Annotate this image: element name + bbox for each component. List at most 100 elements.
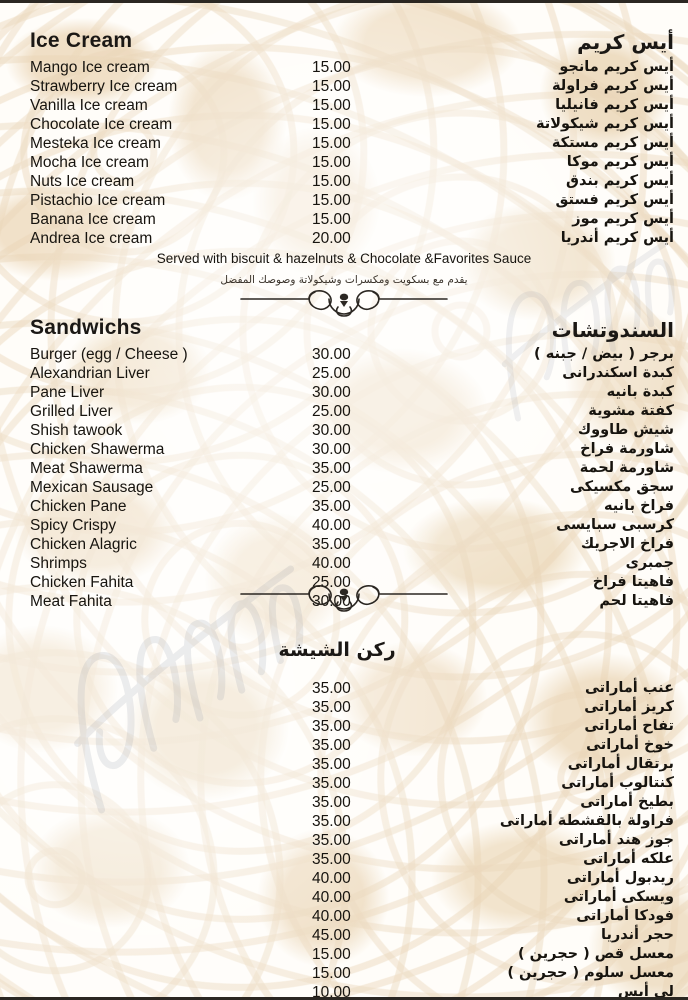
menu-item-name-ar: حجر أندريا bbox=[601, 927, 674, 943]
menu-item-name-en: Burger (egg / Cheese ) bbox=[30, 346, 188, 363]
menu-item-name-ar: أيس كريم شيكولاتة bbox=[535, 116, 674, 132]
menu-item-row: 45.00 حجر أندريا bbox=[0, 926, 688, 945]
menu-item-row: Mexican Sausage 25.00 سجق مكسيكى bbox=[0, 478, 688, 497]
menu-item-row: 35.00 كنتالوب أماراتى bbox=[0, 774, 688, 793]
menu-item-price: 45.00 bbox=[312, 927, 351, 944]
menu-item-row: 35.00 خوخ أماراتى bbox=[0, 736, 688, 755]
menu-item-price: 20.00 bbox=[312, 230, 351, 247]
menu-item-name-en: Nuts Ice cream bbox=[30, 173, 135, 190]
menu-item-row: Alexandrian Liver 25.00 كبدة اسكندرانى bbox=[0, 364, 688, 383]
menu-item-name-en: Mesteka Ice cream bbox=[30, 135, 161, 152]
menu-item-row: Chicken Pane 35.00 فراخ بانيه bbox=[0, 497, 688, 516]
menu-item-price: 15.00 bbox=[312, 59, 351, 76]
menu-item-name-ar: جوز هند أماراتى bbox=[558, 832, 674, 848]
menu-item-price: 35.00 bbox=[312, 699, 351, 716]
menu-item-price: 35.00 bbox=[312, 813, 351, 830]
menu-item-price: 35.00 bbox=[312, 851, 351, 868]
menu-item-row: 35.00 كريز أماراتى bbox=[0, 698, 688, 717]
menu-item-row: Grilled Liver 25.00 كفتة مشوية bbox=[0, 402, 688, 421]
menu-item-row: 35.00 تفاح أماراتى bbox=[0, 717, 688, 736]
menu-item-name-ar: جمبرى bbox=[625, 555, 674, 571]
menu-item-name-en: Meat Shawerma bbox=[30, 460, 143, 477]
item-list-ice-cream: Mango Ice cream 15.00 أيس كريم مانجو Strawb… bbox=[0, 58, 688, 248]
menu-item-price: 25.00 bbox=[312, 365, 351, 382]
menu-item-price: 40.00 bbox=[312, 889, 351, 906]
menu-item-name-ar: معسل سلوم ( حجرين ) bbox=[507, 965, 674, 981]
menu-item-price: 15.00 bbox=[312, 192, 351, 209]
menu-item-row: 35.00 فراولة بالقشطة أماراتى bbox=[0, 812, 688, 831]
menu-item-price: 15.00 bbox=[312, 965, 351, 982]
menu-item-row: 40.00 ويسكى أماراتى bbox=[0, 888, 688, 907]
menu-item-row: Burger (egg / Cheese ) 30.00 برجر ( بيض / … bbox=[0, 345, 688, 364]
menu-item-name-ar: بطيخ أماراتى bbox=[580, 794, 674, 810]
ice-cream-note-en: Served with biscuit & hazelnuts & Chocol… bbox=[156, 251, 532, 266]
menu-item-name-en: Spicy Crispy bbox=[30, 517, 117, 534]
menu-item-row: Banana Ice cream 15.00 أيس كريم موز bbox=[0, 210, 688, 229]
menu-item-name-en: Andrea Ice cream bbox=[30, 230, 153, 247]
menu-item-price: 35.00 bbox=[312, 756, 351, 773]
menu-item-row: Vanilla Ice cream 15.00 أيس كريم فانيليا bbox=[0, 96, 688, 115]
menu-item-price: 15.00 bbox=[312, 211, 351, 228]
menu-item-name-ar: أيس كريم مستكة bbox=[551, 135, 674, 151]
menu-item-price: 40.00 bbox=[312, 555, 351, 572]
menu-item-row: 15.00 معسل سلوم ( حجرين ) bbox=[0, 964, 688, 983]
flourish-ornament-icon bbox=[240, 290, 448, 317]
menu-item-row: Pistachio Ice cream 15.00 أيس كريم فستق bbox=[0, 191, 688, 210]
menu-item-price: 15.00 bbox=[312, 154, 351, 171]
menu-item-row: Chicken Alagric 35.00 فراخ الاجريك bbox=[0, 535, 688, 554]
menu-item-price: 15.00 bbox=[312, 78, 351, 95]
menu-item-name-ar: خوخ أماراتى bbox=[586, 737, 674, 753]
menu-item-price: 15.00 bbox=[312, 173, 351, 190]
menu-item-name-en: Pane Liver bbox=[30, 384, 105, 401]
menu-item-price: 15.00 bbox=[312, 946, 351, 963]
menu-item-name-ar: عنب أماراتى bbox=[584, 680, 674, 696]
menu-item-name-ar: أيس كريم موز bbox=[572, 211, 674, 227]
menu-item-price: 35.00 bbox=[312, 498, 351, 515]
menu-item-name-en: Chicken Pane bbox=[30, 498, 127, 515]
menu-item-price: 30.00 bbox=[312, 346, 351, 363]
menu-item-name-ar: أيس كريم فانيليا bbox=[555, 97, 674, 113]
menu-item-name-ar: فراخ الاجريك bbox=[580, 536, 674, 552]
menu-item-row: Strawberry Ice cream 15.00 أيس كريم فراولة bbox=[0, 77, 688, 96]
menu-item-name-ar: شاورمة فراخ bbox=[580, 441, 674, 457]
menu-item-name-en: Alexandrian Liver bbox=[30, 365, 150, 382]
menu-item-price: 35.00 bbox=[312, 737, 351, 754]
menu-item-row: Chicken Shawerma 30.00 شاورمة فراخ bbox=[0, 440, 688, 459]
menu-item-price: 35.00 bbox=[312, 775, 351, 792]
menu-item-price: 30.00 bbox=[312, 384, 351, 401]
menu-item-name-ar: برجر ( بيض / جبنه ) bbox=[534, 346, 674, 362]
menu-item-price: 35.00 bbox=[312, 794, 351, 811]
menu-item-row: 40.00 فودكا أماراتى bbox=[0, 907, 688, 926]
section-title-ice-cream-en: Ice Cream bbox=[30, 29, 133, 52]
menu-item-price: 30.00 bbox=[312, 422, 351, 439]
menu-item-row: Shish tawook 30.00 شيش طاووك bbox=[0, 421, 688, 440]
menu-item-name-en: Mocha Ice cream bbox=[30, 154, 149, 171]
menu-item-row: Pane Liver 30.00 كبدة بانيه bbox=[0, 383, 688, 402]
menu-item-row: Mocha Ice cream 15.00 أيس كريم موكا bbox=[0, 153, 688, 172]
ice-cream-note-ar: يقدم مع بسكويت ومكسرات وشيكولاتة وصوصك ا… bbox=[220, 274, 468, 286]
section-title-sandwichs-ar: السندوتشات bbox=[551, 318, 674, 342]
menu-item-name-ar: لى أيس bbox=[617, 984, 674, 1000]
menu-item-name-ar: برتقال أماراتى bbox=[567, 756, 674, 772]
menu-item-price: 40.00 bbox=[312, 517, 351, 534]
menu-item-row: 35.00 جوز هند أماراتى bbox=[0, 831, 688, 850]
menu-item-name-ar: كرسبى سبايسى bbox=[556, 517, 674, 533]
menu-item-price: 15.00 bbox=[312, 97, 351, 114]
menu-item-row: 15.00 معسل قص ( حجرين ) bbox=[0, 945, 688, 964]
menu-item-name-ar: كفتة مشوية bbox=[588, 403, 674, 419]
menu-item-name-ar: أيس كريم فراولة bbox=[551, 78, 674, 94]
menu-item-name-ar: سجق مكسيكى bbox=[569, 479, 674, 495]
shisha-title-text: ركن الشيشة bbox=[278, 639, 396, 661]
menu-item-name-ar: فراولة بالقشطة أماراتى bbox=[499, 813, 674, 829]
menu-item-name-en: Pistachio Ice cream bbox=[30, 192, 166, 209]
item-list-shisha: 35.00 عنب أماراتى 35.00 كريز أماراتى 35.00 تف… bbox=[0, 679, 688, 1000]
menu-item-row: Meat Shawerma 35.00 شاورمة لحمة bbox=[0, 459, 688, 478]
menu-item-name-ar: أيس كريم مانجو bbox=[559, 59, 674, 75]
menu-item-name-ar: ويسكى أماراتى bbox=[563, 889, 674, 905]
menu-item-name-ar: تفاح أماراتى bbox=[584, 718, 674, 734]
menu-item-name-ar: أيس كريم موكا bbox=[566, 154, 674, 170]
menu-item-name-ar: أيس كريم فستق bbox=[555, 192, 674, 208]
ornament-divider-1 bbox=[0, 286, 688, 320]
menu-item-name-en: Vanilla Ice cream bbox=[30, 97, 148, 114]
